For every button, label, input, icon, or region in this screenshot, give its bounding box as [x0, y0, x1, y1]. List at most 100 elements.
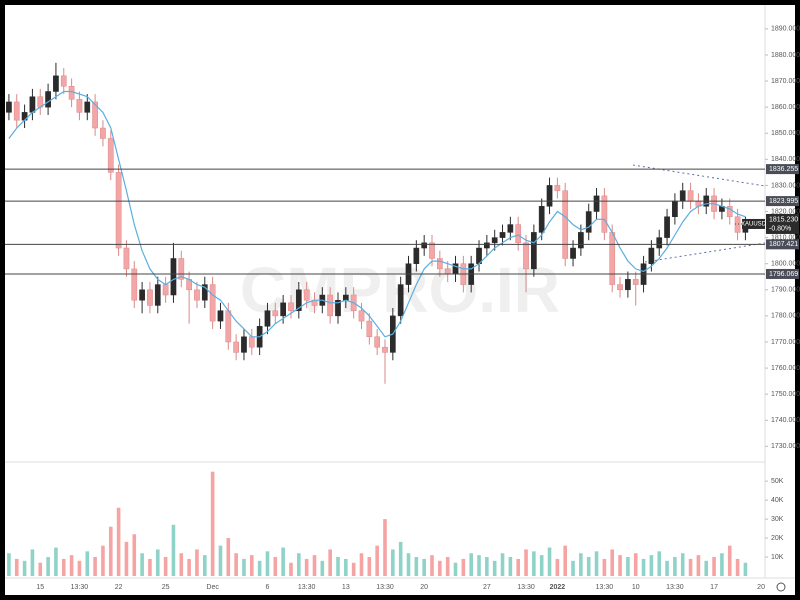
- candle-body: [225, 310, 232, 343]
- volume-bar: [485, 557, 489, 576]
- volume-bar: [148, 558, 152, 576]
- level-label-box: [766, 268, 799, 279]
- candle-body: [656, 237, 663, 249]
- candle-body: [617, 284, 623, 291]
- volume-bar: [727, 545, 732, 576]
- candle-body: [68, 86, 75, 100]
- y-tick-label: 1760.000: [771, 365, 800, 372]
- volume-bar: [7, 553, 11, 576]
- volume-bar: [453, 562, 458, 576]
- volume-bar: [375, 545, 379, 576]
- candle-body: [664, 216, 670, 238]
- volume-bar: [297, 553, 301, 576]
- candle-body: [507, 224, 514, 233]
- candle-body: [484, 242, 490, 249]
- level-label: 1796.069: [769, 271, 798, 278]
- candle-body: [241, 336, 247, 353]
- x-tick-label: 25: [162, 584, 170, 591]
- candle-body: [209, 284, 216, 322]
- volume-bar: [179, 553, 184, 576]
- volume-bar: [398, 541, 403, 576]
- volume-bar: [555, 558, 560, 576]
- trendline: [644, 242, 766, 263]
- candle-body: [444, 268, 451, 275]
- volume-bar: [344, 558, 348, 576]
- candle-body: [648, 247, 655, 264]
- candle-body: [288, 302, 294, 311]
- y-tick-label: 1780.000: [771, 313, 800, 320]
- volume-bar: [391, 549, 395, 576]
- candle-body: [421, 242, 428, 249]
- volume-bar: [312, 555, 317, 576]
- x-tick-label: Dec: [206, 584, 219, 591]
- candle-body: [625, 279, 631, 291]
- volume-bar: [688, 558, 693, 576]
- level-label-box: [766, 164, 799, 175]
- y-tick-label: 1890.000: [771, 26, 800, 33]
- candle-body: [147, 289, 153, 306]
- candle-body: [272, 310, 279, 317]
- x-tick-label: 6: [266, 584, 270, 591]
- volume-bar: [665, 560, 669, 576]
- candle-body: [538, 206, 545, 233]
- volume-bar: [735, 558, 740, 576]
- settings-icon[interactable]: [776, 582, 786, 592]
- candle-body: [131, 268, 138, 301]
- candle-body: [687, 190, 694, 202]
- volume-bar: [743, 562, 748, 576]
- volume-bar: [202, 555, 207, 576]
- volume-bar: [618, 555, 622, 576]
- volume-bar: [524, 549, 528, 576]
- candle-body: [107, 138, 114, 173]
- candle-body: [60, 75, 67, 87]
- candle-body: [413, 247, 420, 264]
- volume-bar: [532, 551, 536, 576]
- volume-bar: [571, 560, 575, 576]
- x-tick-label: 10: [632, 584, 640, 591]
- candle-body: [523, 242, 529, 270]
- candle-body: [366, 320, 373, 338]
- volume-tick-label: 20K: [771, 535, 784, 542]
- volume-bar: [641, 558, 646, 576]
- volume-bar: [77, 560, 82, 576]
- x-tick-label: 15: [36, 584, 44, 591]
- x-tick-label: 20: [420, 584, 428, 591]
- y-tick-label: 1750.000: [771, 391, 800, 398]
- volume-bar: [680, 553, 685, 576]
- volume-bar: [108, 526, 113, 576]
- volume-bar: [720, 553, 724, 576]
- volume-bar: [696, 555, 701, 576]
- candle-body: [491, 237, 498, 244]
- candle-body: [280, 302, 286, 317]
- volume-bar: [140, 553, 144, 576]
- candle-body: [593, 195, 600, 212]
- volume-bar: [328, 549, 332, 576]
- candle-body: [562, 190, 569, 259]
- volume-bar: [516, 558, 520, 576]
- volume-bar: [124, 541, 129, 576]
- candle-body: [178, 258, 185, 280]
- volume-bar: [85, 551, 90, 576]
- candle-body: [342, 294, 349, 301]
- x-tick-label: 13: [342, 584, 350, 591]
- volume-bar: [14, 558, 19, 576]
- volume-bar: [414, 557, 419, 576]
- volume-bar: [187, 558, 191, 576]
- candle-body: [139, 289, 145, 301]
- symbol-label: XAUUSD: [741, 222, 767, 228]
- candle-body: [546, 185, 553, 207]
- level-label-box: [766, 196, 799, 207]
- candle-body: [92, 101, 98, 129]
- volume-bar: [422, 558, 426, 576]
- candle-body: [84, 101, 91, 113]
- candle-body: [264, 310, 271, 327]
- candle-body: [295, 289, 302, 311]
- candle-body: [515, 224, 522, 244]
- y-tick-label: 1770.000: [771, 339, 800, 346]
- volume-bar: [712, 557, 716, 576]
- candle-body: [374, 336, 381, 348]
- level-label: 1823.995: [769, 198, 798, 205]
- volume-bar: [336, 557, 340, 576]
